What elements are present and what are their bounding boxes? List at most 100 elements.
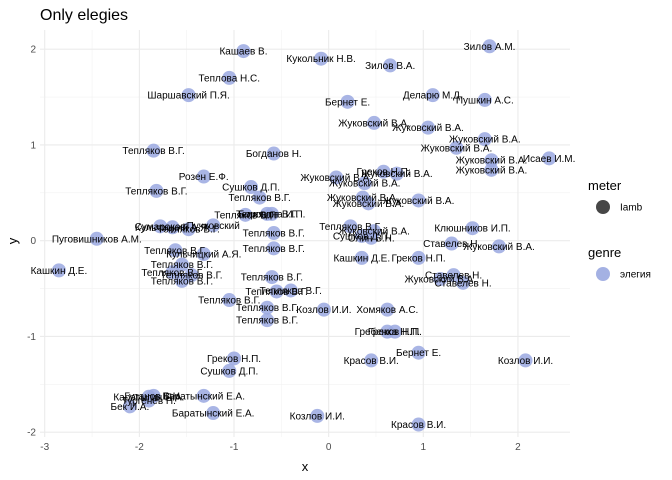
data-point	[411, 193, 426, 208]
data-point	[411, 417, 426, 432]
data-point	[376, 164, 391, 179]
point-label: Баратынский Е.А.	[172, 409, 255, 420]
point-label: Кашкин Д.Е.	[31, 266, 88, 277]
point-label: Гутанов В.Н.	[124, 391, 182, 402]
data-point	[518, 353, 533, 368]
point-label: Тепляков В.Г.	[319, 222, 381, 233]
point-label: Бернет Е.	[325, 97, 370, 108]
data-point	[425, 88, 440, 103]
points-layer	[51, 39, 557, 432]
point-label: Тепляков В.Г.	[144, 246, 206, 257]
point-label: Ставелев Н.	[423, 239, 480, 250]
x-axis-title: x	[302, 459, 309, 474]
point-label: Тепляков В.Г.	[236, 316, 298, 327]
point-label: Тепляков В.Г.	[198, 296, 260, 307]
data-point	[484, 162, 499, 177]
y-axis-title: y	[5, 237, 20, 244]
point-label: Жуковский В.А.	[456, 165, 528, 176]
point-label: Тепляков В.Г.	[228, 193, 290, 204]
point-label: Пуговишников А.М.	[52, 234, 142, 245]
legend-label: элегия	[620, 270, 651, 281]
data-point	[168, 243, 183, 258]
data-point	[174, 273, 189, 288]
data-point	[196, 169, 211, 184]
data-point	[252, 190, 267, 205]
point-label: Жуковский В.А.	[333, 199, 405, 210]
data-point	[465, 221, 480, 236]
point-label: Греков Н.П.	[357, 167, 411, 178]
data-point	[196, 388, 211, 403]
point-label: Греков Н.П.	[207, 354, 261, 365]
data-point	[357, 176, 372, 191]
point-label: Ставелев Н.	[434, 278, 491, 289]
data-point	[196, 247, 211, 262]
point-label: Теплова Н.С.	[198, 73, 260, 84]
data-point	[411, 250, 426, 265]
point-label: Деларю М.Д.	[403, 91, 463, 102]
data-point	[206, 218, 221, 233]
point-label: Жуковский В.А.	[421, 143, 493, 154]
data-point	[364, 230, 379, 245]
point-label: Тепляков В.Г.	[241, 273, 303, 284]
x-tick-label: 1	[421, 442, 427, 453]
data-point	[343, 219, 358, 234]
data-point	[310, 408, 325, 423]
point-label: Жуковский В.А.	[456, 156, 528, 167]
data-point	[51, 263, 66, 278]
point-label: Шаршавский П.Я.	[147, 91, 229, 102]
data-point	[181, 222, 196, 237]
data-point	[542, 151, 557, 166]
point-label: Кульчицкий А.Я.	[166, 250, 241, 261]
x-tick-label: -2	[135, 442, 144, 453]
point-label: Бороздна И.П.	[238, 209, 305, 220]
data-point	[283, 283, 298, 298]
point-label: Тепляков В.Г.	[260, 286, 322, 297]
point-label: Каратыгин П.А.	[113, 392, 184, 403]
y-tick-label: -1	[27, 332, 36, 343]
data-point	[316, 302, 331, 317]
data-point	[122, 399, 137, 414]
point-label: Ставелев Н.	[425, 271, 482, 282]
point-label: Сушков Д.П.	[200, 366, 258, 377]
data-point	[367, 115, 382, 130]
point-label: Тургенев Н.	[122, 396, 176, 407]
point-label: Тепляков В.Г.	[122, 146, 184, 157]
legend: meter Iamb genre элегия	[588, 178, 651, 281]
data-point	[206, 406, 221, 421]
point-label: Тепляков В.Г.	[157, 225, 219, 236]
point-label: Кашаев В.	[219, 47, 267, 58]
point-label: Жуковский В.А.	[329, 179, 401, 190]
point-labels-layer: Кашаев В. Кукольник Н.В. Зилов В.А. Зилов А…	[31, 42, 576, 431]
point-label: Тепляков В.Г.	[236, 209, 298, 220]
point-label: Клюшников И.П.	[434, 224, 510, 235]
point-label: Сушков Д.П.	[333, 231, 391, 242]
legend-title: meter	[588, 178, 622, 193]
point-label: Розен Е.Ф.	[179, 172, 229, 183]
data-point	[484, 153, 499, 168]
data-point	[361, 196, 376, 211]
point-label: Тепляков В.Г.	[151, 276, 213, 287]
data-point	[446, 268, 461, 283]
point-label: Жуковский В.А.	[449, 135, 521, 146]
point-label: Сушков Д.П.	[222, 183, 280, 194]
point-label: Тепляков В.Г.	[245, 287, 307, 298]
data-point	[222, 293, 237, 308]
data-point	[165, 265, 180, 280]
data-point	[174, 257, 189, 272]
point-label: Жуковский В.А.	[392, 123, 464, 134]
data-point	[444, 236, 459, 251]
point-label: Жуковский В.А.	[463, 242, 535, 253]
point-label: Жуковский В.А.	[338, 118, 410, 129]
data-point	[477, 92, 492, 107]
data-point	[264, 270, 279, 285]
data-point	[146, 143, 161, 158]
data-point	[266, 241, 281, 256]
plot-title: Only elegies	[40, 7, 128, 24]
data-point	[264, 206, 279, 221]
point-label: Тепляков В.Г.	[243, 244, 305, 255]
y-tick-label: -2	[27, 428, 36, 439]
legend-key	[596, 267, 610, 281]
data-point	[433, 271, 448, 286]
point-label: Пушкин А.С.	[456, 95, 514, 106]
